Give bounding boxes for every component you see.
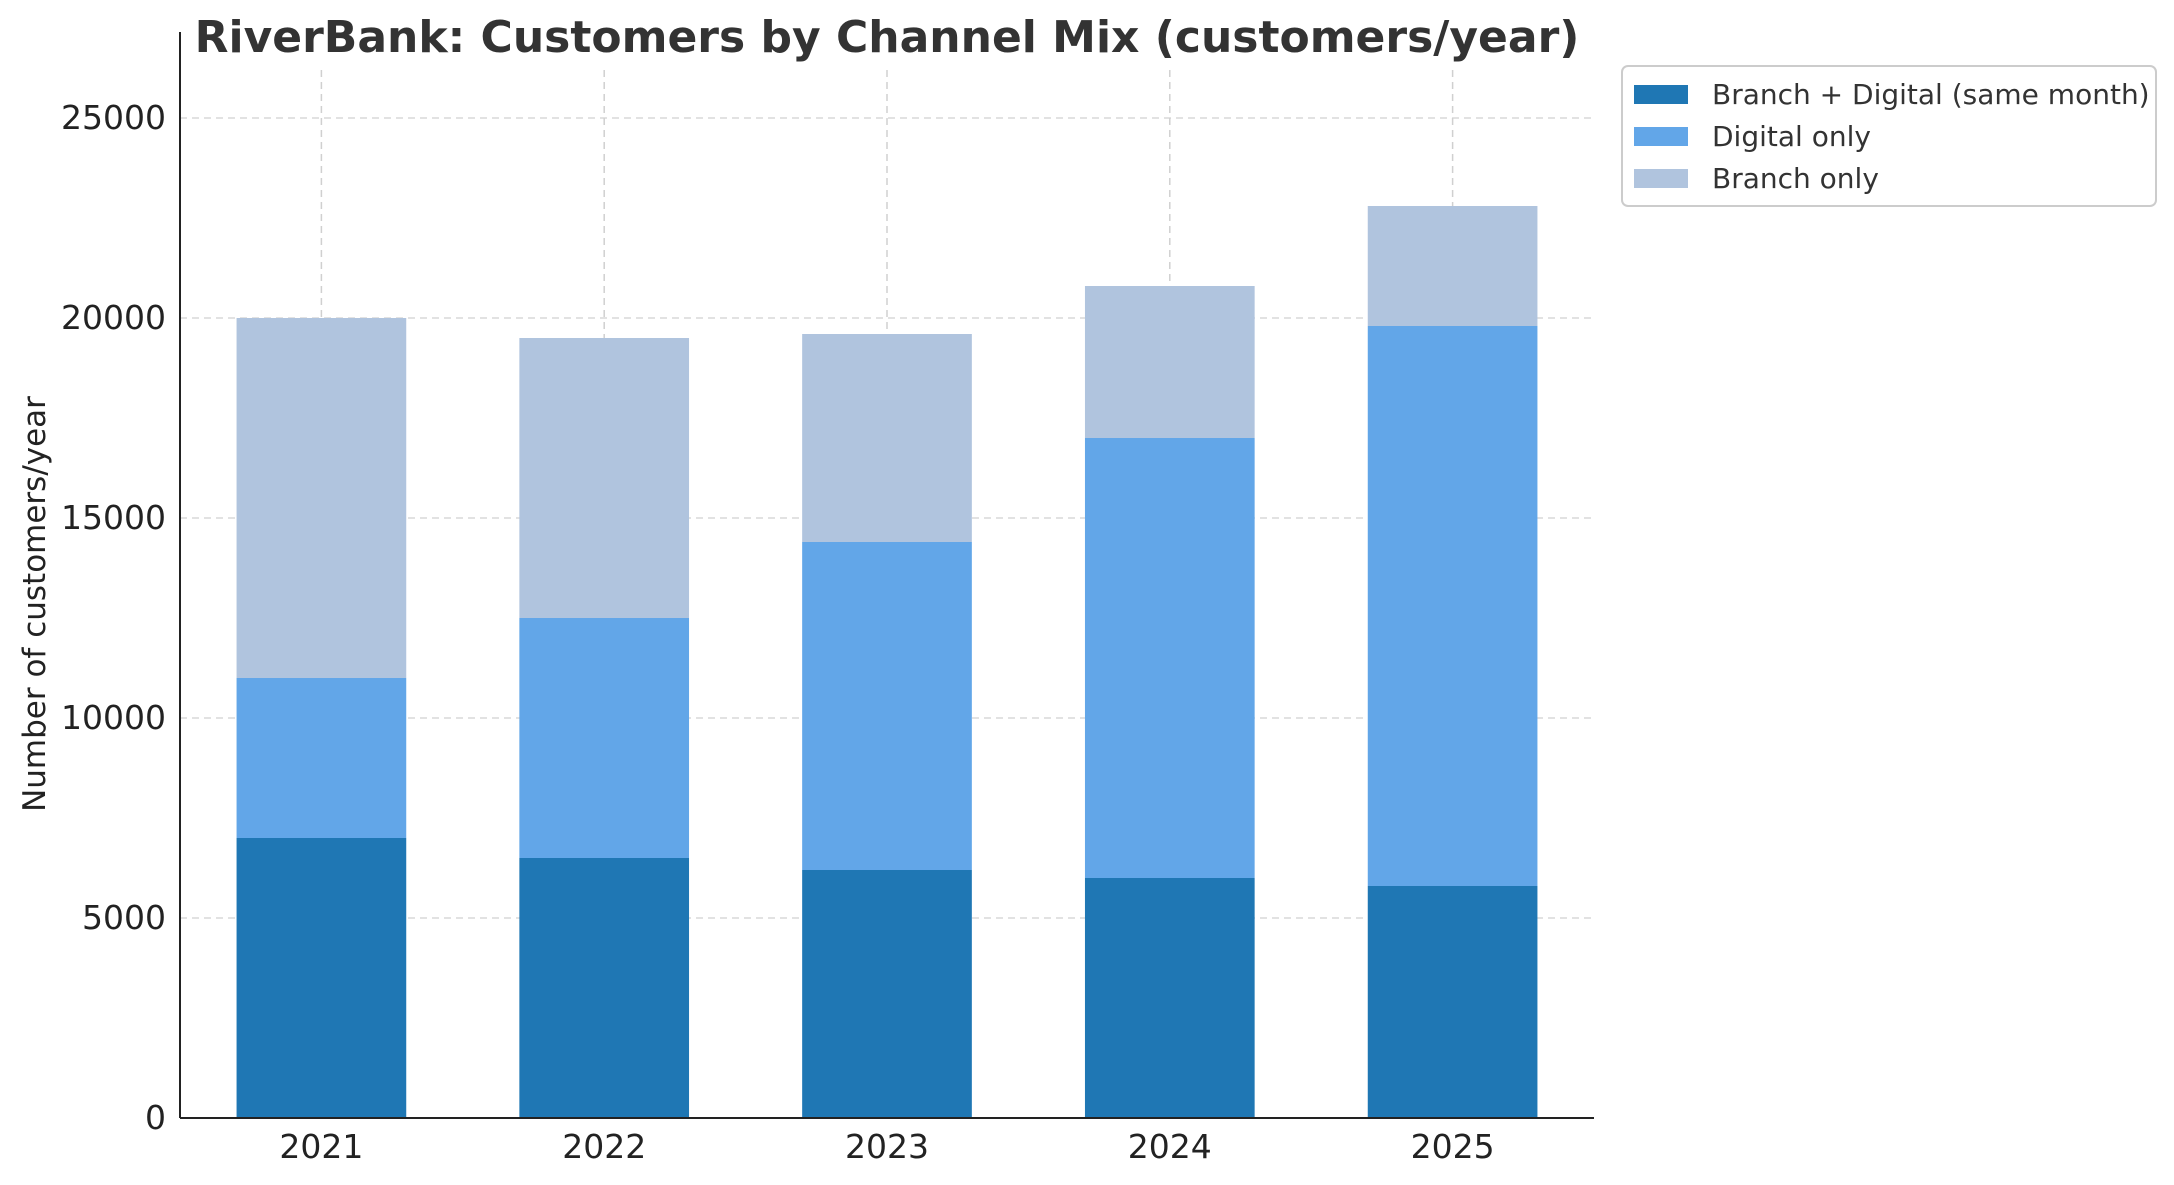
y-tick-label: 0 (145, 1098, 166, 1137)
x-tick-label: 2022 (562, 1127, 646, 1166)
bar-segment (1367, 326, 1538, 886)
bar-segment (519, 858, 690, 1118)
y-tick-label: 25000 (61, 98, 166, 137)
bar-segment (802, 870, 972, 1118)
bar-segment (1084, 286, 1255, 438)
y-tick-label: 5000 (82, 898, 166, 937)
legend-swatch (1634, 127, 1688, 146)
legend-label: Branch only (1712, 162, 1879, 195)
legend-label: Digital only (1712, 120, 1871, 153)
x-tick-label: 2025 (1411, 1127, 1495, 1166)
legend-swatch (1634, 169, 1688, 188)
y-tick-label: 20000 (61, 298, 166, 337)
bar-segment (1367, 886, 1538, 1118)
y-axis-label: Number of customers/year (17, 396, 53, 812)
bar-segment (802, 542, 972, 870)
bar-segment (236, 838, 407, 1118)
bar-segment (519, 338, 690, 618)
bar-segment (1084, 878, 1255, 1118)
bar-segment (1084, 438, 1255, 878)
bar-segment (802, 334, 972, 542)
legend-label: Branch + Digital (same month) (1712, 78, 2150, 111)
x-tick-label: 2023 (845, 1127, 929, 1166)
bar-segment (236, 678, 407, 838)
bars (236, 206, 1538, 1118)
y-tick-label: 15000 (61, 498, 166, 537)
y-tick-label: 10000 (61, 698, 166, 737)
bar-segment (1367, 206, 1538, 326)
bar-segment (519, 618, 690, 858)
x-tick-label: 2024 (1128, 1127, 1212, 1166)
bar-segment (236, 318, 407, 678)
x-tick-label: 2021 (279, 1127, 363, 1166)
legend-frame (1621, 65, 2157, 207)
tick-labels: 0 5000 10000 15000 20000 25000 2021 2022 2023 202… (61, 98, 1495, 1166)
chart-title: RiverBank: Customers by Channel Mix (cus… (195, 12, 1580, 63)
legend-swatch (1634, 85, 1688, 104)
axes (179, 32, 1594, 1119)
legend: Branch + Digital (same month) Digital onl… (1621, 65, 2157, 207)
